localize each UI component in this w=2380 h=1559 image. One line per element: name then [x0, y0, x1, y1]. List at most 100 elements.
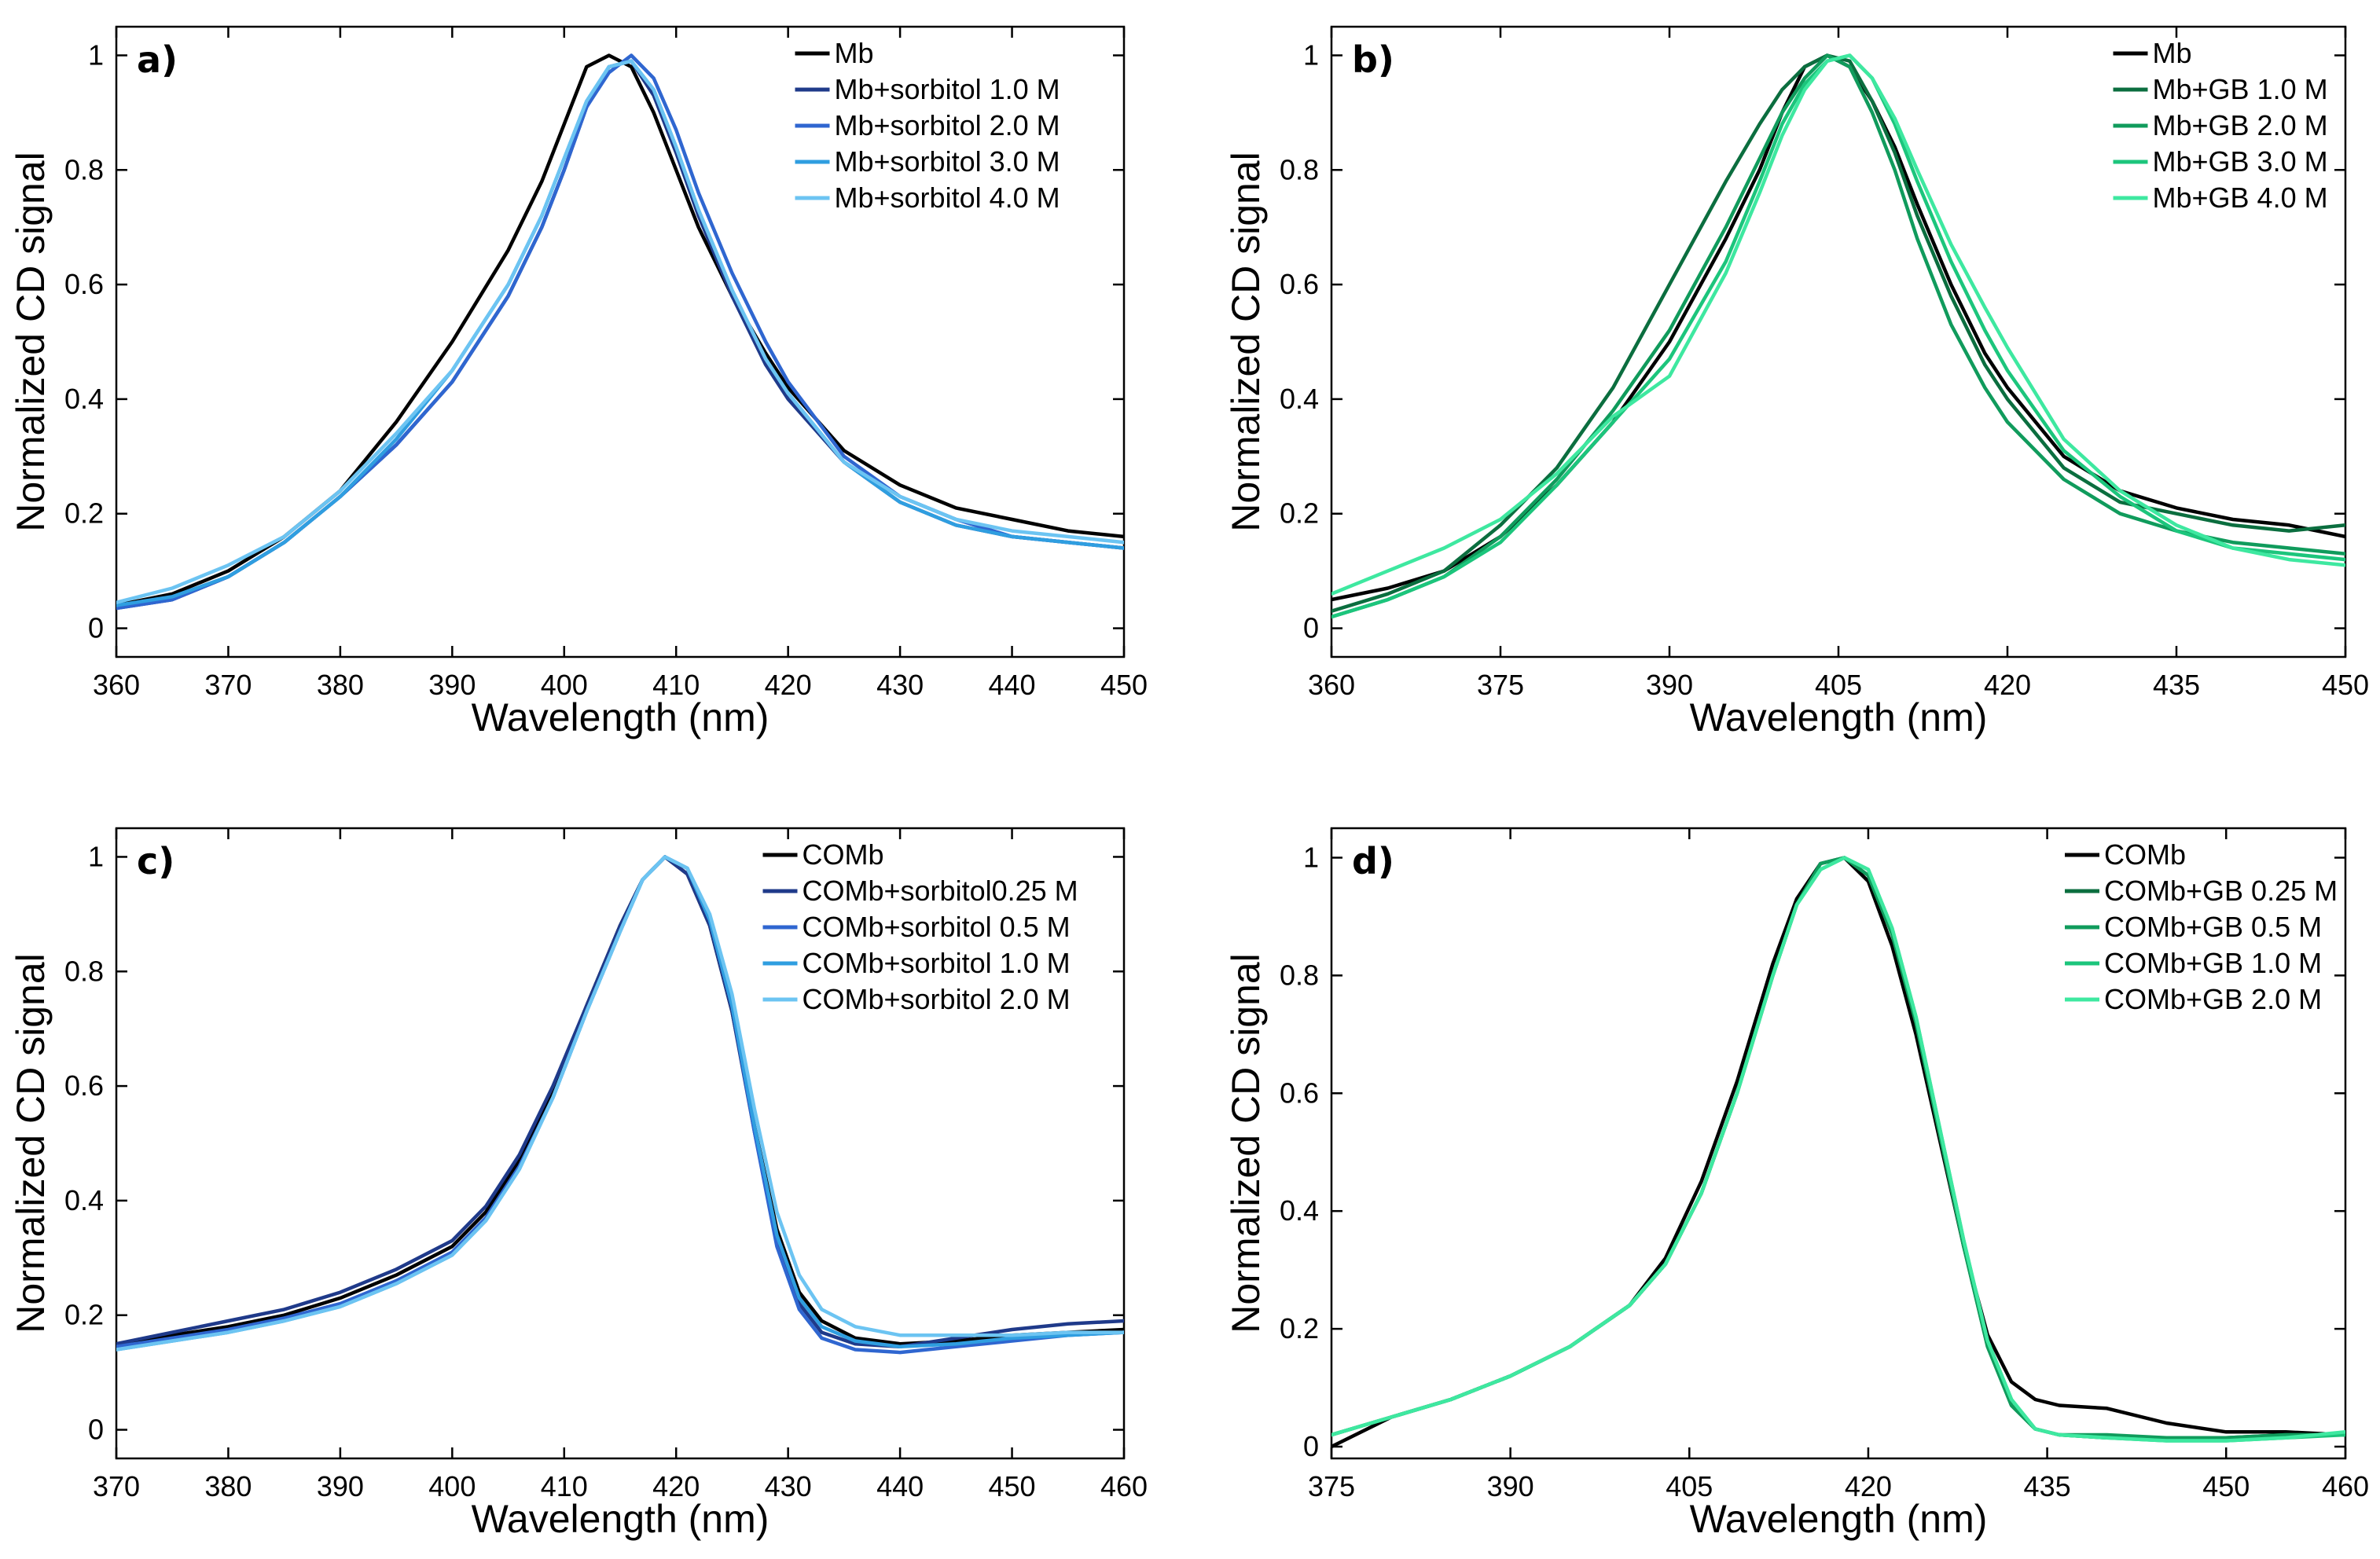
y-tick-label: 0.6 [1280, 268, 1319, 300]
y-tick-label: 0.4 [64, 383, 104, 415]
x-tick-label: 420 [652, 1470, 700, 1502]
legend-entry-label: COMb+GB 2.0 M [2104, 983, 2322, 1015]
legend-entry-label: Mb [2153, 37, 2192, 69]
y-tick-label: 1 [88, 840, 104, 872]
legend-entry-label: Mb+sorbitol 3.0 M [835, 145, 1060, 178]
series-line-1 [1331, 53, 2345, 613]
legend-entry-label: COMb+sorbitol 1.0 M [803, 947, 1071, 979]
y-axis-label: Normalized CD signal [9, 953, 53, 1333]
legend-entry-label: COMb+sorbitol 0.5 M [803, 911, 1071, 943]
legend-entry-label: COMb+GB 1.0 M [2104, 947, 2322, 979]
series-line-4 [116, 59, 1124, 604]
x-tick-label: 450 [2202, 1470, 2250, 1502]
x-tick-label: 360 [93, 669, 140, 701]
x-tick-label: 440 [876, 1470, 924, 1502]
y-axis-label: Normalized CD signal [1224, 953, 1268, 1333]
x-tick-label: 420 [765, 669, 812, 701]
y-tick-label: 0.6 [64, 1069, 104, 1102]
legend-entry-label: Mb+sorbitol 4.0 M [835, 182, 1060, 214]
x-axis-label: Wavelength (nm) [1690, 1497, 1988, 1541]
legend-entry-label: COMb+GB 0.5 M [2104, 911, 2322, 943]
x-tick-label: 380 [317, 669, 364, 701]
y-tick-label: 0 [88, 612, 104, 644]
y-tick-label: 0.6 [64, 268, 104, 300]
panel-d: 375 390 405 420 435 450 460 0 0.2 0.4 0.6 0.8 1 Wavel… [1224, 827, 2369, 1541]
series-line-4 [1331, 53, 2345, 596]
x-tick-label: 450 [1100, 669, 1148, 701]
x-tick-label: 410 [652, 669, 700, 701]
y-tick-label: 0.8 [64, 153, 104, 185]
x-tick-label: 400 [428, 1470, 476, 1502]
x-tick-label: 430 [765, 1470, 812, 1502]
x-tick-label: 440 [989, 669, 1036, 701]
x-tick-label: 460 [2322, 1470, 2369, 1502]
x-tick-label: 375 [1308, 1470, 1355, 1502]
y-tick-label: 0.8 [1280, 153, 1319, 185]
x-tick-label: 390 [1646, 669, 1693, 701]
x-tick-label: 370 [93, 1470, 140, 1502]
y-tick-label: 0 [1303, 612, 1319, 644]
x-tick-label: 435 [2024, 1470, 2071, 1502]
plot-frame [115, 827, 1126, 1460]
x-tick-label: 405 [1815, 669, 1862, 701]
legend-entry-label: COMb [803, 838, 884, 871]
y-axis-label: Normalized CD signal [9, 152, 53, 532]
y-tick-label: 1 [1303, 39, 1319, 71]
x-tick-label: 380 [204, 1470, 252, 1502]
legend-entry-label: Mb+sorbitol 1.0 M [835, 73, 1060, 105]
legend-entry-label: COMb+GB 0.25 M [2104, 875, 2338, 907]
x-tick-label: 375 [1477, 669, 1524, 701]
legend: Mb Mb+sorbitol 1.0 M Mb+sorbitol 2.0 M Mb+s… [795, 37, 1060, 214]
x-tick-label: 360 [1308, 669, 1355, 701]
x-tick-label: 430 [876, 669, 924, 701]
y-tick-label: 0.2 [1280, 1312, 1319, 1344]
legend-entry-label: Mb+sorbitol 2.0 M [835, 109, 1060, 141]
series-line-2 [1331, 53, 2345, 619]
x-tick-label: 390 [428, 669, 476, 701]
x-tick-label: 435 [2153, 669, 2200, 701]
x-tick-label: 390 [317, 1470, 364, 1502]
x-tick-label: 420 [1845, 1470, 1892, 1502]
y-tick-label: 0.6 [1280, 1077, 1319, 1109]
y-axis-label: Normalized CD signal [1224, 152, 1268, 532]
y-tick-label: 0.8 [64, 955, 104, 987]
x-tick-label: 460 [1100, 1470, 1148, 1502]
legend: COMb COMb+GB 0.25 M COMb+GB 0.5 M COMb+GB 1… [2065, 838, 2338, 1015]
y-tick-label: 0 [88, 1414, 104, 1446]
legend-entry-label: Mb+GB 2.0 M [2153, 109, 2328, 141]
legend-entry-label: Mb [835, 37, 874, 69]
x-tick-label: 370 [204, 669, 252, 701]
legend-entry-label: Mb+GB 1.0 M [2153, 73, 2328, 105]
panel-b: 360 375 390 405 420 435 450 0 0.2 0.4 0.6 0.8 1 Wavel… [1224, 25, 2369, 739]
panel-c: 370 380 390 400 410 420 430 440 450 460 0 0.2 0.4 0.6… [9, 827, 1148, 1541]
y-tick-label: 0.8 [1280, 959, 1319, 991]
x-tick-label: 450 [989, 1470, 1036, 1502]
panel-label: b) [1352, 39, 1394, 81]
y-tick-label: 0.4 [1280, 1194, 1319, 1227]
y-tick-label: 0.4 [64, 1184, 104, 1216]
y-tick-label: 0.4 [1280, 383, 1319, 415]
y-tick-label: 1 [88, 39, 104, 71]
legend-entry-label: COMb [2104, 838, 2186, 871]
legend-entry-label: Mb+GB 3.0 M [2153, 145, 2328, 178]
legend: Mb Mb+GB 1.0 M Mb+GB 2.0 M Mb+GB 3.0 M Mb+GB… [2113, 37, 2328, 214]
y-tick-label: 0.2 [64, 1299, 104, 1331]
x-tick-label: 390 [1487, 1470, 1534, 1502]
panel-label: a) [137, 39, 178, 81]
x-axis-label: Wavelength (nm) [472, 1497, 769, 1541]
x-axis-label: Wavelength (nm) [472, 695, 769, 739]
series-line-4 [116, 855, 1124, 1352]
plot-frame [115, 25, 1126, 658]
y-tick-label: 1 [1303, 841, 1319, 873]
y-tick-label: 0.2 [1280, 497, 1319, 530]
x-tick-label: 420 [1984, 669, 2031, 701]
x-tick-label: 410 [541, 1470, 588, 1502]
legend-entry-label: COMb+sorbitol 2.0 M [803, 983, 1071, 1015]
panel-a: 360 370 380 390 400 410 420 430 440 450 0 0.2 0.4 0.6… [9, 25, 1148, 739]
panel-label: c) [137, 840, 174, 882]
x-axis-label: Wavelength (nm) [1690, 695, 1988, 739]
x-tick-label: 450 [2322, 669, 2369, 701]
series-line-4 [1331, 856, 2345, 1443]
